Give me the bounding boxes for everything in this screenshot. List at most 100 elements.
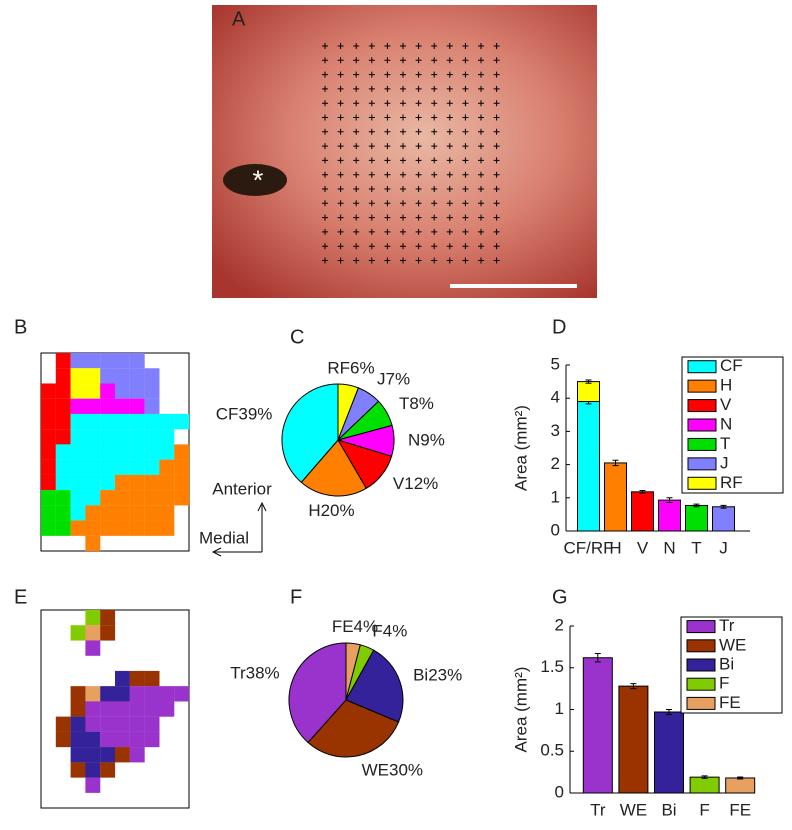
cross [493, 114, 500, 121]
map-cell [115, 686, 130, 702]
cross [478, 85, 484, 92]
cross [384, 100, 391, 107]
cross [400, 143, 406, 150]
error-bar [666, 497, 673, 503]
y-tick-label: 2 [555, 615, 564, 634]
cross [322, 114, 328, 121]
cross [322, 228, 328, 235]
cross [493, 243, 500, 250]
y-tick-label: 1 [551, 487, 560, 506]
map-cell [70, 398, 86, 415]
cross [478, 171, 484, 178]
cross [322, 243, 328, 250]
cross [462, 228, 469, 235]
pie-slice [307, 699, 400, 758]
bar [725, 777, 756, 794]
legend-swatch [686, 696, 716, 710]
cross [400, 114, 406, 121]
cross [462, 128, 469, 135]
cross [337, 228, 344, 235]
map-cell [129, 520, 145, 536]
cross [384, 214, 391, 221]
map-cell [100, 686, 116, 702]
pie-label: FE4% [332, 617, 378, 636]
bar [577, 381, 600, 403]
cross [415, 214, 422, 221]
cross [462, 257, 469, 264]
bar [577, 401, 600, 532]
cross [368, 43, 375, 49]
map-cell [159, 444, 175, 460]
cross [415, 186, 422, 192]
cross [400, 100, 406, 107]
map-cell [129, 474, 145, 491]
panel-label: G [552, 586, 568, 608]
cross [462, 243, 469, 250]
map-cell [85, 444, 101, 460]
cross [353, 214, 360, 221]
cross [353, 186, 360, 192]
cross [462, 171, 469, 178]
cross [368, 171, 375, 178]
map-cell [41, 398, 56, 415]
cross [431, 143, 438, 150]
x-tick-label: FE [729, 800, 751, 819]
photo-marker: * [253, 164, 264, 195]
error-bar [737, 776, 744, 780]
y-tick-label: 4 [551, 388, 560, 407]
pie-label: N9% [408, 431, 445, 450]
map-cell [144, 429, 160, 445]
orientation-label: Anterior [212, 479, 272, 498]
map-cell [100, 520, 116, 536]
map-cell [55, 505, 71, 521]
x-tick-label: CF/RF [563, 538, 613, 557]
legend-label: Bi [719, 654, 734, 673]
map-cell [41, 520, 56, 536]
cross [368, 243, 375, 250]
cross [478, 257, 484, 264]
map-cell [85, 474, 101, 491]
map-cell [129, 701, 145, 717]
cross [368, 228, 375, 235]
cross [337, 85, 344, 92]
cross [462, 114, 469, 121]
cross [353, 143, 360, 150]
map-cell [100, 353, 116, 369]
map-cell [129, 716, 145, 732]
cross [400, 257, 406, 264]
pie-label: F4% [372, 622, 407, 641]
error-bar [585, 379, 592, 384]
cross [337, 57, 344, 64]
cross [337, 243, 344, 250]
map-cell [85, 716, 101, 732]
map-cell [129, 398, 145, 415]
legend-label: WE [719, 635, 746, 654]
map-cell [115, 413, 130, 430]
legend-swatch [687, 379, 717, 393]
pie-label: H20% [308, 501, 354, 520]
cross [400, 243, 406, 250]
map-cell [144, 670, 160, 687]
legend-label: Tr [719, 616, 735, 635]
cross [478, 100, 484, 107]
cross [337, 157, 344, 164]
legend-swatch [687, 476, 717, 490]
map-cell [100, 625, 116, 641]
orientation-label: Medial [199, 528, 249, 547]
map-cell [115, 747, 130, 763]
map-cell [85, 459, 101, 475]
cross [446, 186, 453, 192]
cross [384, 143, 391, 150]
legend-label: FE [719, 693, 741, 712]
cross [431, 171, 438, 178]
map-cell [55, 520, 71, 536]
cross [322, 186, 328, 192]
cross [446, 128, 453, 135]
cross [322, 100, 328, 107]
cross [478, 71, 484, 78]
cross [322, 257, 328, 264]
map-cell [115, 670, 130, 687]
legend-swatch [687, 437, 717, 451]
map-cell [85, 747, 101, 763]
bar [654, 711, 684, 794]
